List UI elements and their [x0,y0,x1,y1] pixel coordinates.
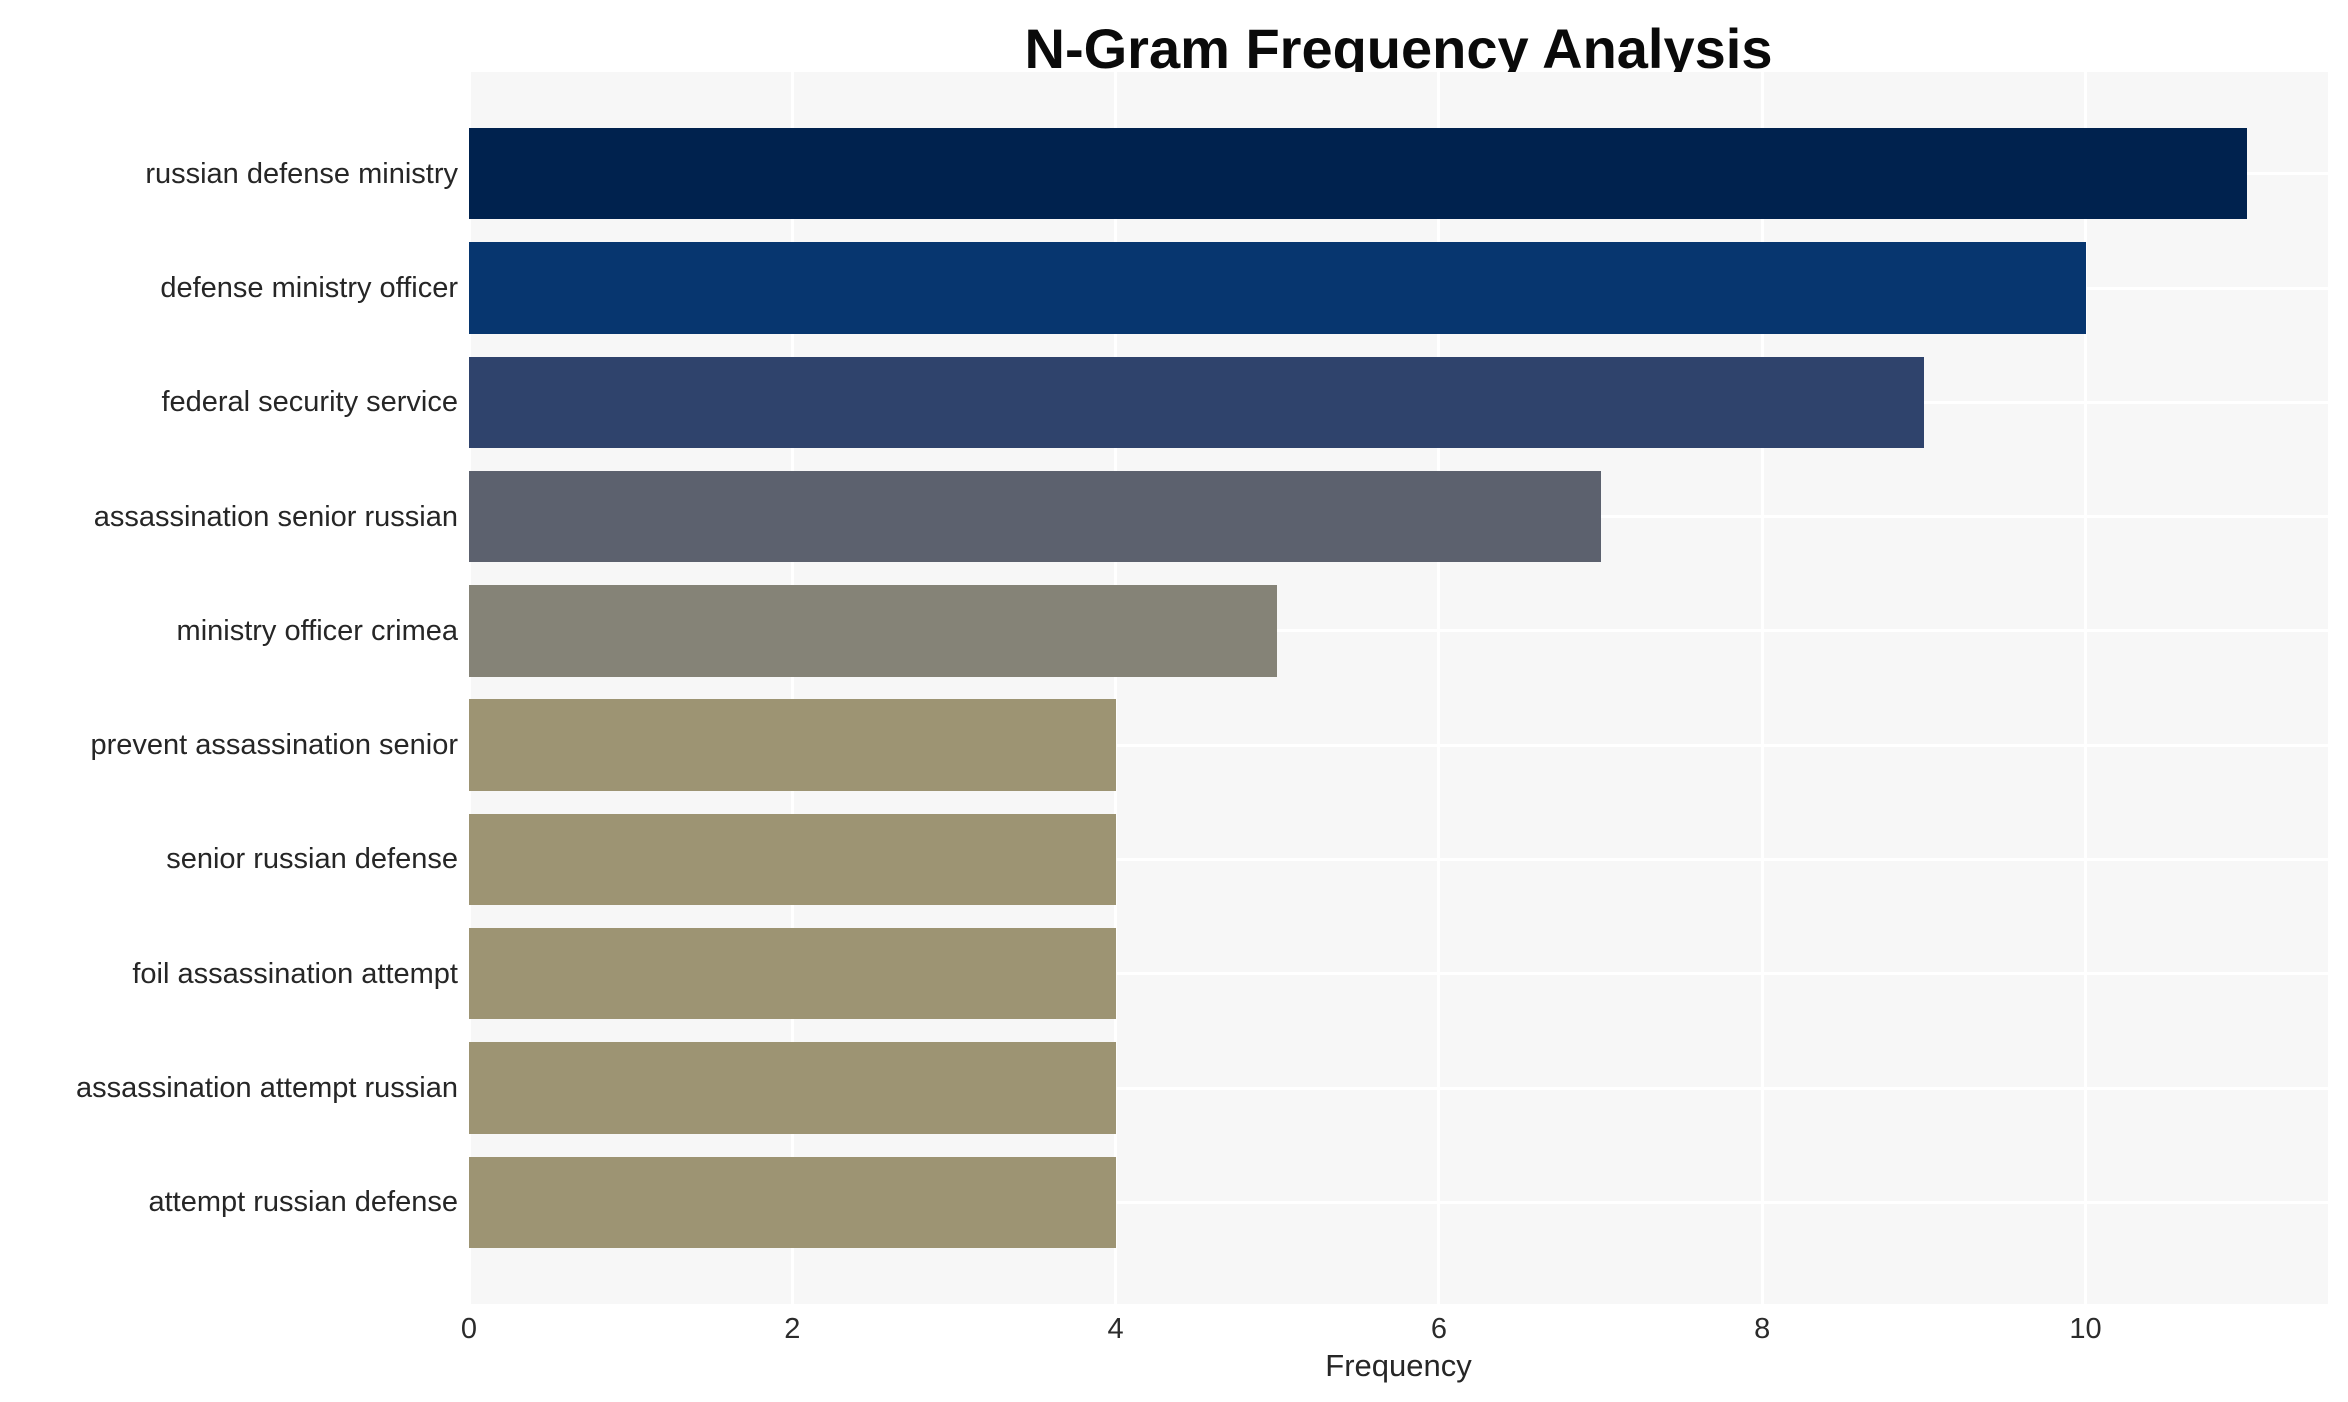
x-gridline [1437,72,1441,1304]
x-axis-label: Frequency [1325,1348,1472,1383]
bar [469,356,1924,448]
y-tick-label: assassination senior russian [93,500,458,533]
x-tick-label: 6 [1430,1313,1447,1345]
bar [469,813,1116,906]
x-gridline [2084,72,2088,1304]
x-gridline [790,72,794,1304]
y-gridline [469,743,2328,747]
y-gridline [469,1200,2328,1204]
bar [469,128,2248,220]
x-gridline [1760,72,1764,1304]
y-tick-label: foil assassination attempt [132,957,458,990]
bar [469,1156,1116,1248]
y-tick-label: assassination attempt russian [75,1072,458,1104]
plot-area [467,72,2328,1304]
bar [469,1042,1116,1134]
y-tick-label: ministry officer crimea [176,614,458,647]
bar [469,242,2086,334]
chart-title: N-Gram Frequency Analysis [1024,17,1773,80]
bar [469,928,1116,1020]
x-tick-label: 4 [1107,1313,1124,1345]
y-gridline [469,857,2328,861]
bar [469,585,1278,677]
y-tick-label: attempt russian defense [148,1186,458,1219]
y-gridline [469,972,2328,976]
y-tick-label: russian defense ministry [145,157,458,190]
y-tick-label: senior russian defense [166,843,458,876]
bar [469,699,1116,791]
y-gridline [469,629,2328,633]
y-tick-label: prevent assassination senior [90,729,458,762]
y-tick-label: federal security service [161,386,458,419]
y-gridline [469,1086,2328,1090]
x-gridline [467,72,471,1304]
x-tick-label: 0 [460,1313,478,1345]
bar [469,470,1601,563]
x-tick-label: 10 [2069,1313,2102,1345]
x-tick-label: 8 [1754,1313,1771,1345]
x-tick-label: 2 [784,1313,801,1345]
y-tick-label: defense ministry officer [160,272,458,304]
x-gridline [1114,72,1118,1304]
